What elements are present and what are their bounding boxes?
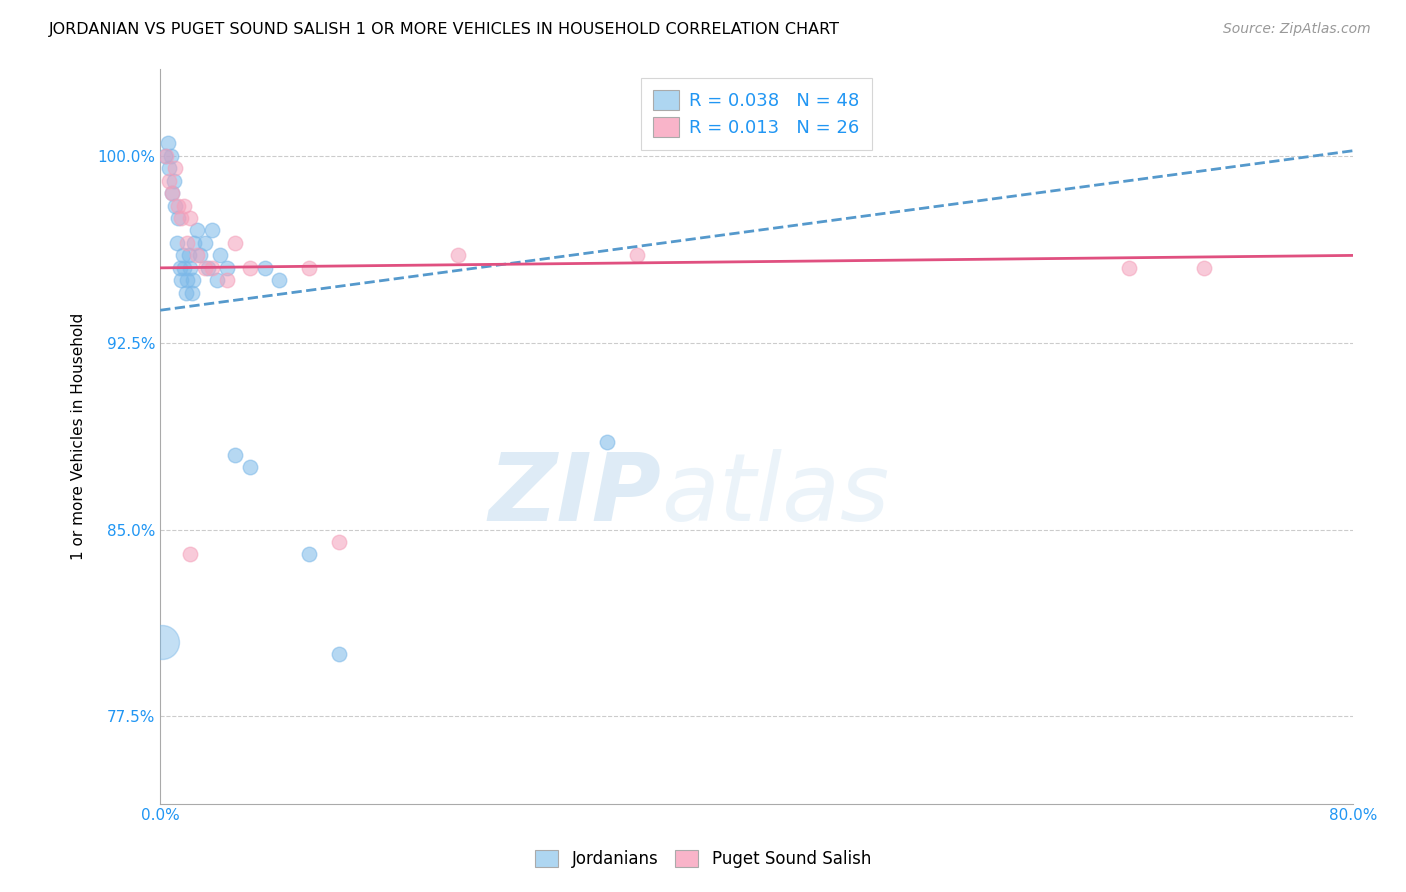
Point: [179, 260, 201, 275]
Point: [156, 136, 179, 151]
Point: [298, 548, 321, 562]
Point: [194, 235, 217, 250]
Point: [217, 260, 239, 275]
Point: [170, 211, 193, 225]
Point: [626, 248, 648, 262]
Point: [176, 273, 198, 287]
Point: [217, 273, 239, 287]
Point: [186, 248, 208, 262]
Point: [205, 273, 228, 287]
Point: [159, 149, 181, 163]
Y-axis label: 1 or more Vehicles in Household: 1 or more Vehicles in Household: [72, 312, 86, 559]
Point: [201, 223, 224, 237]
Point: [328, 535, 350, 549]
Point: [170, 273, 193, 287]
Point: [166, 235, 188, 250]
Point: [177, 248, 200, 262]
Point: [165, 198, 187, 212]
Point: [1192, 260, 1215, 275]
Point: [160, 186, 183, 200]
Point: [239, 460, 262, 475]
Point: [186, 223, 208, 237]
Point: [165, 161, 187, 176]
Point: [208, 248, 231, 262]
Point: [596, 435, 619, 450]
Point: [174, 285, 197, 300]
Point: [197, 260, 219, 275]
Point: [176, 235, 198, 250]
Point: [180, 285, 202, 300]
Point: [179, 548, 201, 562]
Point: [173, 198, 195, 212]
Point: [253, 260, 276, 275]
Point: [239, 260, 262, 275]
Text: atlas: atlas: [661, 450, 890, 541]
Point: [157, 174, 180, 188]
Point: [328, 647, 350, 661]
Point: [190, 248, 212, 262]
Text: JORDANIAN VS PUGET SOUND SALISH 1 OR MORE VEHICLES IN HOUSEHOLD CORRELATION CHAR: JORDANIAN VS PUGET SOUND SALISH 1 OR MOR…: [49, 22, 841, 37]
Text: Source: ZipAtlas.com: Source: ZipAtlas.com: [1223, 22, 1371, 37]
Point: [224, 448, 246, 462]
Point: [201, 260, 224, 275]
Point: [155, 149, 177, 163]
Point: [167, 198, 190, 212]
Point: [183, 235, 205, 250]
Point: [153, 149, 176, 163]
Text: ZIP: ZIP: [488, 449, 661, 541]
Point: [172, 248, 194, 262]
Point: [298, 260, 321, 275]
Legend: R = 0.038   N = 48, R = 0.013   N = 26: R = 0.038 N = 48, R = 0.013 N = 26: [641, 78, 872, 150]
Point: [152, 634, 174, 648]
Point: [181, 273, 204, 287]
Legend: Jordanians, Puget Sound Salish: Jordanians, Puget Sound Salish: [529, 843, 877, 875]
Point: [169, 260, 191, 275]
Point: [447, 248, 470, 262]
Point: [167, 211, 190, 225]
Point: [162, 174, 184, 188]
Point: [224, 235, 246, 250]
Point: [1118, 260, 1140, 275]
Point: [179, 211, 201, 225]
Point: [269, 273, 291, 287]
Point: [160, 186, 183, 200]
Point: [157, 161, 180, 176]
Point: [194, 260, 217, 275]
Point: [173, 260, 195, 275]
